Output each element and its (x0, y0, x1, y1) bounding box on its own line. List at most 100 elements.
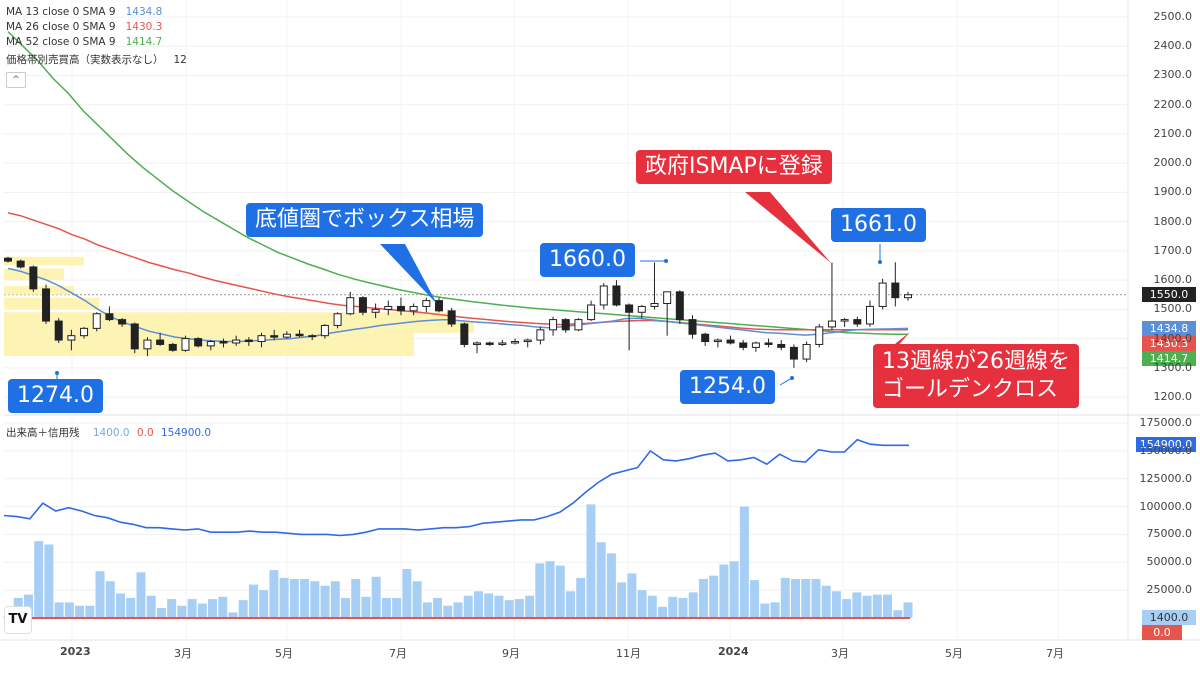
volume-bar (75, 605, 85, 618)
ma13-price-tag: 1434.8 (1142, 321, 1196, 336)
volume-bar (780, 577, 790, 618)
price-tick-label: 2500.0 (1153, 10, 1193, 23)
candle-body (511, 341, 520, 344)
volume-tag: 1400.0 (1142, 610, 1196, 625)
candle-body (587, 304, 596, 321)
time-tick-label: 2024 (718, 645, 749, 658)
candle-body (156, 339, 165, 345)
legend-ma26-value: 1430.3 (125, 21, 163, 33)
volume-bar (617, 582, 627, 618)
candle-body (675, 291, 684, 321)
volume-bar (883, 594, 893, 618)
candle-body (130, 323, 139, 350)
volume-profile-bar (4, 256, 84, 266)
legend-ma26-label: MA 26 close 0 SMA 9 (6, 21, 116, 33)
time-tick-label: 11月 (616, 647, 641, 660)
candle-body (827, 320, 836, 328)
legend-vol-v2: 0.0 (136, 427, 154, 439)
volume-bar (729, 561, 739, 618)
candle-body (244, 339, 253, 343)
volume-bar (228, 612, 238, 618)
legend-ma52-value: 1414.7 (125, 36, 163, 48)
volume-bar (54, 602, 64, 618)
volume-bar (791, 579, 800, 618)
candle-body (194, 338, 203, 347)
credit-tag: 154900.0 (1136, 437, 1196, 452)
candle-body (232, 339, 241, 344)
candles (4, 256, 912, 368)
volume-tick-label: 25000.0 (1146, 583, 1193, 597)
price-tick-label: 1900.0 (1153, 185, 1193, 199)
volume-profile-bar (4, 332, 414, 345)
volume-bar (586, 504, 596, 618)
candle-body (764, 342, 773, 345)
candle-body (16, 260, 25, 268)
candle-body (523, 339, 532, 343)
volume-bar (637, 590, 647, 618)
volume-tick-label: 175000.0 (1139, 416, 1193, 429)
candle-body (105, 313, 114, 321)
price-tick-label: 1200.0 (1153, 390, 1193, 404)
volume-bar (852, 592, 862, 618)
candle-body (447, 310, 456, 325)
volume-bar (248, 584, 258, 618)
last-price-tag: 1550.0 (1142, 287, 1196, 302)
candle-body (891, 282, 900, 299)
volume-tick-label: 75000.0 (1146, 527, 1193, 541)
candle-body (257, 335, 266, 343)
collapse-legend-button[interactable]: ^ (6, 72, 26, 88)
legend-vp-value: 12 (173, 54, 187, 66)
volume-bar (872, 594, 882, 618)
legend-ma13: MA 13 close 0 SMA 9 1434.8 (6, 6, 162, 18)
volume-bar (208, 599, 218, 618)
candle-body (865, 305, 874, 325)
price-tick-label: 1500.0 (1153, 302, 1193, 316)
candle-body (219, 341, 228, 344)
volume-bar (698, 579, 708, 618)
time-tick-label: 5月 (275, 647, 293, 660)
volume-bar (330, 581, 340, 618)
volume-bar (422, 602, 432, 618)
candle-body (701, 333, 710, 343)
price-tick-label: 1600.0 (1153, 273, 1193, 287)
volume-bar (443, 605, 453, 618)
volume-bar (801, 579, 811, 618)
legend-vp-label: 価格帯別売買高（実数表示なし） (6, 54, 164, 66)
volume-bar (658, 606, 668, 618)
volume-bar (156, 607, 166, 618)
callout-low-1254: 1254.0 (680, 370, 775, 404)
candle-body (625, 304, 634, 313)
candle-body (561, 319, 570, 331)
volume-tick-label: 125000.0 (1139, 471, 1193, 485)
volume-bar (566, 591, 575, 618)
candle-body (789, 346, 798, 360)
price-tick-label: 1400.0 (1153, 331, 1193, 345)
volume-bar (494, 595, 504, 618)
volume-bar (146, 595, 156, 618)
time-tick-label: 2023 (60, 645, 91, 658)
legend-ma52: MA 52 close 0 SMA 9 1414.7 (6, 36, 162, 48)
volume-profile-bar (4, 285, 74, 295)
volume-bar (361, 596, 371, 618)
candle-body (384, 305, 393, 310)
ma52-price-tag: 1414.7 (1142, 351, 1196, 366)
volume-pane (3, 438, 913, 619)
candle-body (168, 343, 177, 351)
candle-body (878, 282, 887, 307)
volume-bar (136, 572, 146, 618)
volume-bar (596, 542, 606, 618)
candle-body (4, 257, 12, 262)
candle-body (599, 285, 608, 306)
volume-bar (402, 568, 412, 618)
volume-bar (504, 600, 514, 618)
volume-bar (289, 579, 299, 618)
candle-body (358, 297, 367, 313)
volume-bar (105, 581, 115, 618)
volume-bar (770, 602, 780, 618)
legend-vol-v1: 1400.0 (92, 427, 130, 439)
volume-bar (842, 599, 852, 618)
volume-bar (412, 581, 422, 618)
low2-dot (790, 376, 794, 380)
